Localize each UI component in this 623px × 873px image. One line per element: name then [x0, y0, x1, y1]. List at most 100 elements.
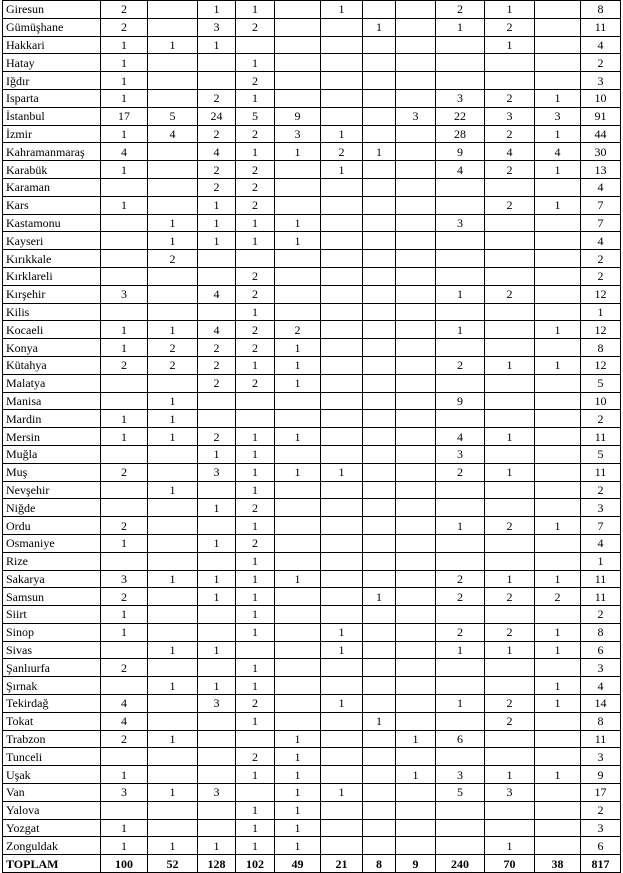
cell — [320, 284, 363, 304]
row-label: Kars — [2, 195, 101, 215]
cell — [197, 391, 236, 411]
row-label: Trabzon — [2, 729, 101, 749]
cell — [534, 444, 581, 464]
row-label: Kocaeli — [2, 320, 101, 340]
cell: 3 — [435, 213, 485, 233]
cell — [395, 160, 436, 179]
cell — [274, 516, 321, 535]
cell — [147, 444, 198, 464]
table-row: Tunceli 2 1 3 — [2, 747, 621, 767]
cell — [435, 35, 485, 55]
cell — [362, 622, 396, 642]
row-label: TOPLAM — [2, 854, 101, 873]
cell: 1 — [395, 729, 436, 749]
cell: 9 — [435, 142, 485, 162]
cell: 1 — [100, 765, 148, 785]
cell: 49 — [274, 854, 321, 873]
row-label: Kırklareli — [2, 266, 101, 286]
cell — [320, 409, 363, 429]
cell: 1 — [197, 569, 236, 589]
cell — [534, 462, 581, 482]
cell: 11 — [580, 569, 621, 589]
cell: 24 — [197, 106, 236, 126]
cell — [534, 729, 581, 749]
table-row: Zonguldak 1 1 1 1 1 1 6 — [2, 836, 621, 856]
table-row: Ordu 2 1 1 2 1 7 — [2, 516, 621, 535]
table-row: Trabzon 2 1 1 1 6 11 — [2, 729, 621, 749]
cell: 1 — [197, 836, 236, 856]
cell: 11 — [580, 587, 621, 607]
cell: 1 — [147, 783, 198, 802]
row-label: Siirt — [2, 605, 101, 624]
cell — [435, 249, 485, 268]
cell: 1 — [235, 231, 275, 251]
cell: 2 — [484, 124, 535, 144]
cell — [534, 391, 581, 411]
cell — [100, 551, 148, 571]
cell: 3 — [534, 106, 581, 126]
cell: 1 — [235, 676, 275, 696]
cell — [435, 409, 485, 429]
cell — [484, 533, 535, 553]
cell: 1 — [235, 765, 275, 785]
cell — [100, 373, 148, 393]
cell — [274, 302, 321, 322]
cell — [395, 533, 436, 553]
cell: 1 — [147, 676, 198, 696]
cell: 1 — [274, 569, 321, 589]
cell — [362, 640, 396, 660]
cell: 1 — [274, 427, 321, 446]
cell — [534, 409, 581, 429]
cell: 2 — [197, 124, 236, 144]
cell — [197, 658, 236, 678]
table-row: Kütahya 2 2 2 1 1 2 1 1 12 — [2, 355, 621, 375]
cell: 2 — [435, 462, 485, 482]
cell: 1 — [147, 409, 198, 429]
cell: 3 — [484, 106, 535, 126]
cell: 1 — [320, 694, 363, 713]
cell: 2 — [100, 17, 148, 37]
cell — [362, 338, 396, 357]
cell: 2 — [100, 0, 148, 19]
cell — [320, 35, 363, 55]
cell — [320, 88, 363, 108]
cell: 1 — [235, 516, 275, 535]
cell: 4 — [580, 177, 621, 197]
row-label: Rize — [2, 551, 101, 571]
cell: 1 — [274, 213, 321, 233]
cell — [362, 783, 396, 802]
cell — [484, 71, 535, 90]
cell: 1 — [100, 124, 148, 144]
cell — [435, 818, 485, 838]
cell — [274, 640, 321, 660]
cell — [147, 177, 198, 197]
cell: 1 — [235, 800, 275, 820]
cell — [197, 800, 236, 820]
cell — [435, 231, 485, 251]
cell: 1 — [274, 231, 321, 251]
row-label: Kilis — [2, 302, 101, 322]
cell: 4 — [147, 124, 198, 144]
cell — [534, 605, 581, 624]
cell: 12 — [580, 284, 621, 304]
row-label: Kırşehir — [2, 284, 101, 304]
table-row: Şanlıurfa 2 1 3 — [2, 658, 621, 678]
cell — [395, 783, 436, 802]
cell: 1 — [435, 284, 485, 304]
cell — [362, 427, 396, 446]
row-label: Mardin — [2, 409, 101, 429]
cell — [362, 0, 396, 19]
cell — [395, 302, 436, 322]
cell — [274, 160, 321, 179]
cell: 3 — [100, 569, 148, 589]
cell — [100, 266, 148, 286]
cell: 3 — [435, 444, 485, 464]
cell — [235, 35, 275, 55]
cell — [484, 231, 535, 251]
cell: 3 — [484, 783, 535, 802]
row-label: Kastamonu — [2, 213, 101, 233]
cell — [395, 284, 436, 304]
cell — [435, 711, 485, 731]
table-row: Kırklareli 2 2 — [2, 266, 621, 286]
cell: 6 — [580, 836, 621, 856]
